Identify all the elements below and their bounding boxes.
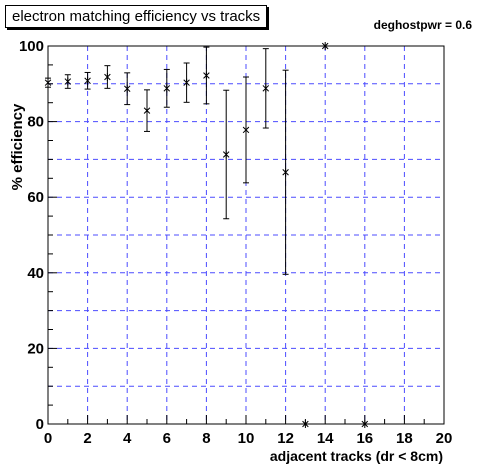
asterisk-marker bbox=[321, 42, 329, 50]
data-point bbox=[44, 77, 52, 88]
x-tick-label: 14 bbox=[317, 430, 334, 447]
asterisk-marker bbox=[222, 151, 230, 158]
asterisk-marker bbox=[302, 420, 309, 428]
x-axis-label: adjacent tracks (dr < 8cm) bbox=[270, 448, 443, 464]
asterisk-marker bbox=[44, 79, 52, 86]
asterisk-marker bbox=[64, 78, 72, 85]
data-points bbox=[44, 42, 369, 428]
asterisk-marker bbox=[84, 77, 91, 85]
asterisk-marker bbox=[361, 420, 369, 428]
asterisk-marker bbox=[262, 85, 270, 92]
data-point bbox=[84, 71, 91, 90]
data-point bbox=[143, 89, 151, 132]
deghost-annotation: deghostpwr = 0.6 bbox=[373, 18, 472, 32]
asterisk-marker bbox=[183, 79, 190, 86]
chart-title: electron matching efficiency vs tracks bbox=[5, 5, 268, 28]
x-tick-label: 10 bbox=[238, 430, 255, 447]
asterisk-marker bbox=[143, 107, 151, 114]
y-tick-label: 20 bbox=[27, 340, 44, 357]
asterisk-marker bbox=[282, 168, 289, 176]
y-tick-label: 80 bbox=[27, 114, 44, 131]
asterisk-marker bbox=[123, 85, 131, 92]
data-point bbox=[222, 89, 230, 220]
data-point bbox=[302, 420, 309, 428]
y-tick-label: 40 bbox=[27, 265, 44, 282]
data-point bbox=[123, 72, 131, 106]
data-point bbox=[163, 68, 171, 108]
x-tick-label: 18 bbox=[396, 430, 413, 447]
x-tick-label: 0 bbox=[44, 430, 52, 447]
y-tick-label: 0 bbox=[36, 416, 44, 433]
y-axis-label: % efficiency bbox=[9, 103, 26, 190]
y-tick-label: 60 bbox=[27, 189, 44, 206]
x-tick-label: 2 bbox=[83, 430, 91, 447]
data-point bbox=[262, 48, 270, 129]
data-point bbox=[183, 62, 190, 103]
data-point bbox=[242, 76, 250, 184]
y-tick-label: 100 bbox=[19, 38, 44, 55]
asterisk-marker bbox=[203, 72, 210, 79]
x-tick-label: 12 bbox=[277, 430, 294, 447]
data-point bbox=[321, 42, 329, 50]
asterisk-marker bbox=[104, 73, 111, 81]
grid-lines bbox=[48, 46, 444, 424]
data-point bbox=[361, 420, 369, 428]
asterisk-marker bbox=[242, 126, 250, 134]
data-point bbox=[64, 74, 72, 89]
x-tick-label: 16 bbox=[356, 430, 373, 447]
x-tick-label: 20 bbox=[436, 430, 453, 447]
data-point bbox=[203, 46, 210, 105]
tick-labels: 0 2 4 6 8 10 12 14 16 18 20 0 20 40 60 80 100 bbox=[19, 38, 452, 447]
data-point bbox=[104, 65, 111, 89]
asterisk-marker bbox=[163, 85, 171, 92]
x-tick-label: 6 bbox=[163, 430, 171, 447]
x-tick-label: 4 bbox=[123, 430, 132, 447]
data-point bbox=[282, 69, 289, 275]
x-tick-label: 8 bbox=[202, 430, 210, 447]
